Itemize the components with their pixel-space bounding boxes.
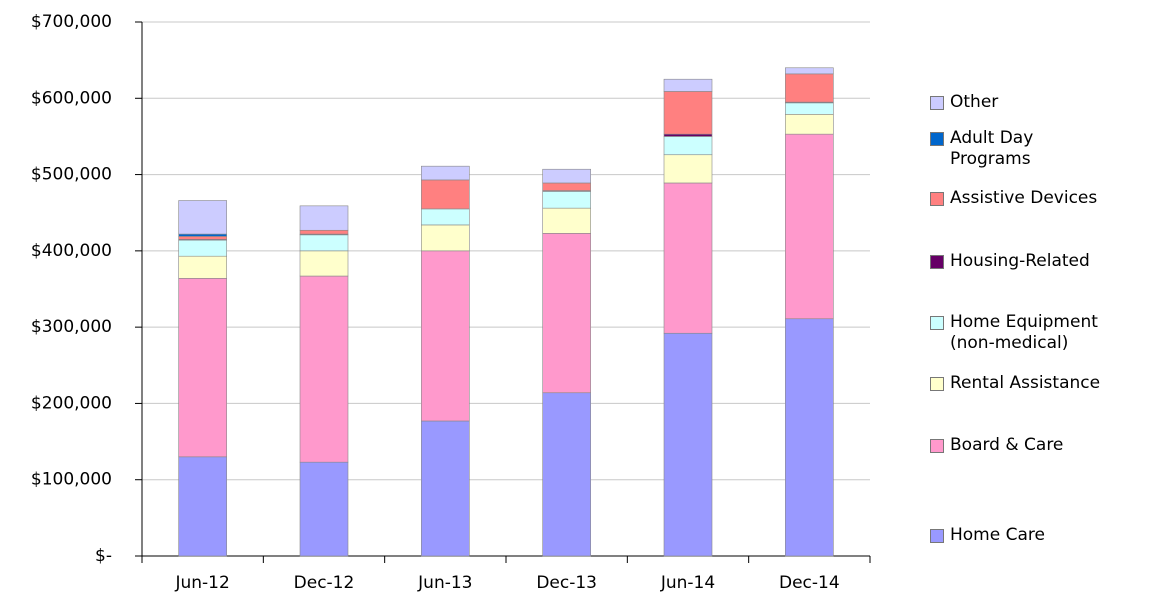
legend-entry: Assistive Devices [930,188,1145,209]
bar-segment [178,255,227,279]
bar-segment [299,461,349,557]
bar-segment [663,154,713,184]
bar-segment [785,67,834,75]
y-tick-label: $200,000 [31,393,112,413]
bar-segment [663,78,713,92]
y-tick-label: $500,000 [31,165,112,185]
legend-entry: Home Equipment (non-medical) [930,312,1145,354]
legend-label: Board & Care [950,435,1064,455]
legend-swatch [930,132,944,146]
x-tick-label: Jun-13 [417,573,472,593]
bar-segment [542,207,591,234]
bar-segment [299,234,349,252]
legend-entry: Other [930,92,1145,113]
bar-segment [421,420,470,557]
y-tick-label: $100,000 [31,470,112,490]
bar-segment [663,182,713,334]
bar-segment [663,332,713,557]
bar-segment [299,229,349,235]
y-tick-label: $600,000 [31,88,112,108]
legend-label: Adult Day Programs [950,128,1034,169]
legend-swatch [930,192,944,206]
legend-entry: Rental Assistance [930,373,1145,394]
bar-segment [663,136,713,156]
legend-entry: Housing-Related [930,251,1145,272]
legend-swatch [930,96,944,110]
x-tick-label: Jun-14 [660,573,715,593]
y-tick-label: $300,000 [31,317,112,337]
legend-label: Home Care [950,525,1045,545]
legend-label: Rental Assistance [950,373,1101,393]
bar-segment [785,73,834,103]
bar-segment [421,179,470,210]
x-tick-label: Dec-13 [536,573,597,593]
bar-segment [421,165,470,181]
bar-segment [421,208,470,226]
legend-swatch [930,529,944,543]
legend-entry: Adult Day Programs [930,128,1145,170]
legend-label: Other [950,92,999,112]
bar-segment [178,456,227,557]
bar-segment [178,239,227,257]
bar-segment [542,233,591,394]
y-tick-label: $700,000 [31,12,112,32]
legend-swatch [930,255,944,269]
bar-segment [542,182,591,191]
bar-segment [663,91,713,135]
x-tick-label: Dec-14 [779,573,840,593]
bar-segment [542,392,591,557]
bar-segment [299,205,349,231]
bar-segment [421,224,470,252]
bar-segment [299,250,349,277]
bar-segment [663,133,713,137]
x-tick-label: Jun-12 [174,573,229,593]
bar-segment [178,278,227,458]
bar-segment [542,191,591,209]
bar-segment [178,236,227,240]
legend-swatch [930,377,944,391]
x-tick-label: Dec-12 [294,573,355,593]
legend-swatch [930,316,944,330]
legend-label: Assistive Devices [950,188,1098,208]
bar-segment [785,318,834,557]
legend-label: Home Equipment (non-medical) [950,312,1098,353]
bar-segment [542,168,591,184]
bar-segment [785,114,834,135]
legend-swatch [930,439,944,453]
bar-segment [178,233,227,237]
bar-segment [299,275,349,463]
bar-segment [421,250,470,422]
legend-label: Housing-Related [950,251,1090,271]
legend-entry: Board & Care [930,435,1145,456]
bar-segment [785,133,834,320]
legend-entry: Home Care [930,525,1145,546]
bar-segment [785,102,834,115]
bar-segment [178,200,227,235]
y-tick-label: $400,000 [31,241,112,261]
y-tick-label: $- [95,546,112,566]
